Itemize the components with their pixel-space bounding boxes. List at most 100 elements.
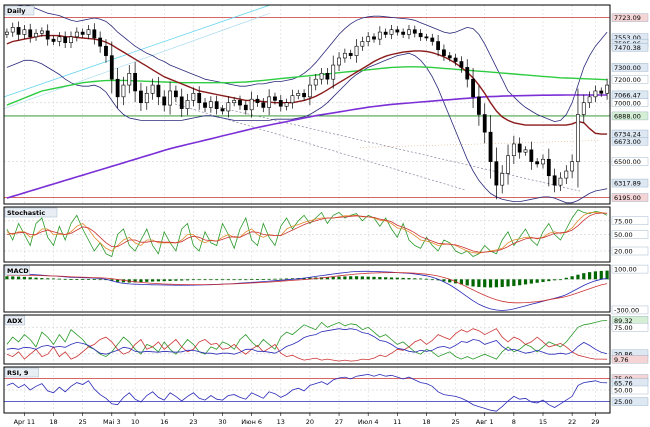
candle-body	[383, 31, 388, 35]
candle	[179, 88, 184, 117]
macd-bar	[459, 279, 464, 285]
candle	[104, 39, 108, 63]
candle	[535, 158, 540, 168]
price-panel-title: Daily	[4, 5, 35, 16]
macd-bar	[244, 279, 248, 281]
candle-body	[92, 29, 97, 39]
macd-bar	[535, 279, 539, 283]
price-label: 6195.00	[611, 193, 649, 202]
panel-title-box	[4, 367, 39, 378]
candle	[517, 137, 522, 159]
candle-body	[506, 155, 510, 174]
price-grid	[24, 5, 596, 204]
candle-body	[377, 31, 382, 40]
price-label: 7300.00	[611, 63, 649, 72]
candle-body	[45, 30, 50, 40]
macd-bar	[564, 277, 568, 280]
candle	[511, 135, 516, 164]
macd-bar	[285, 278, 289, 280]
candles	[5, 21, 609, 200]
price-label-box	[611, 178, 649, 188]
time-tick-label: 20	[306, 418, 314, 426]
candle-body	[453, 57, 458, 62]
macd-bar	[448, 279, 452, 283]
candle-body	[261, 102, 266, 108]
fib-line	[359, 140, 601, 148]
macd-bar	[512, 279, 516, 286]
macd-bar	[366, 276, 370, 280]
candle	[115, 67, 120, 109]
macd-bar	[261, 278, 265, 280]
candle	[133, 62, 138, 103]
candle-body	[173, 90, 178, 98]
adx-line-adx	[6, 328, 608, 355]
candle-body	[541, 158, 545, 165]
rsi-tick: 50.00	[611, 385, 649, 395]
time-tick-label: 15	[539, 418, 547, 426]
macd-bar	[185, 279, 190, 281]
macd-bar	[500, 279, 504, 287]
candle	[63, 31, 68, 48]
candle	[500, 165, 505, 194]
time-tick-label: 25	[79, 418, 87, 426]
candle	[144, 86, 149, 110]
candle-body	[10, 27, 15, 33]
candle-body	[185, 100, 190, 109]
macd-bar	[331, 276, 335, 280]
candle	[412, 25, 417, 38]
time-tick-label: 18	[422, 418, 430, 426]
candle	[249, 91, 254, 118]
macd-bar	[506, 279, 510, 287]
macd-bar	[75, 279, 79, 280]
macd-bar	[209, 279, 213, 281]
candle-body	[424, 36, 429, 39]
candle-body	[156, 84, 161, 98]
price-label-box	[611, 157, 649, 166]
candle	[360, 36, 365, 51]
macd-bar	[308, 277, 312, 280]
candle	[372, 33, 376, 43]
macd-bar	[290, 278, 295, 280]
price-label-text: 6888.00	[614, 113, 641, 121]
rsi-panel-frame	[3, 366, 611, 414]
macd-bar	[529, 279, 533, 284]
candle	[150, 78, 155, 100]
candle	[546, 148, 551, 187]
candle	[453, 53, 458, 66]
price-label-box	[611, 137, 649, 146]
candle-body	[605, 84, 609, 94]
price-label-text: 6734.24	[614, 131, 641, 139]
candle-body	[430, 37, 435, 42]
price-label-text: 25.00	[614, 398, 633, 406]
candle	[325, 67, 330, 85]
price-label: 6888.00	[611, 111, 649, 121]
candle	[278, 95, 283, 112]
bollinger-upper	[6, 4, 608, 123]
macd-bar	[34, 277, 38, 280]
price-label-text: 6195.00	[614, 194, 641, 202]
macd-bar	[483, 279, 487, 288]
price-label-box	[611, 111, 649, 121]
candle	[214, 95, 219, 115]
candle-body	[162, 96, 167, 106]
candle-body	[220, 108, 225, 112]
candle	[226, 96, 231, 118]
candle	[389, 25, 394, 40]
candle-body	[302, 93, 306, 98]
panel-title-text: Daily	[7, 7, 26, 15]
price-label-text: 50.00	[614, 231, 633, 239]
macd-bar	[145, 279, 149, 282]
candle-body	[80, 31, 85, 35]
macd-bar	[389, 277, 394, 280]
candle	[156, 76, 161, 106]
price-label-text: 100.00	[614, 266, 637, 274]
candle	[5, 28, 9, 38]
candle	[261, 98, 266, 113]
candle	[482, 103, 487, 144]
candle-body	[226, 102, 231, 112]
candle	[191, 87, 196, 107]
macd-bar	[325, 277, 329, 280]
candle-body	[471, 78, 475, 98]
candle	[407, 25, 411, 40]
candle-body	[523, 149, 528, 153]
